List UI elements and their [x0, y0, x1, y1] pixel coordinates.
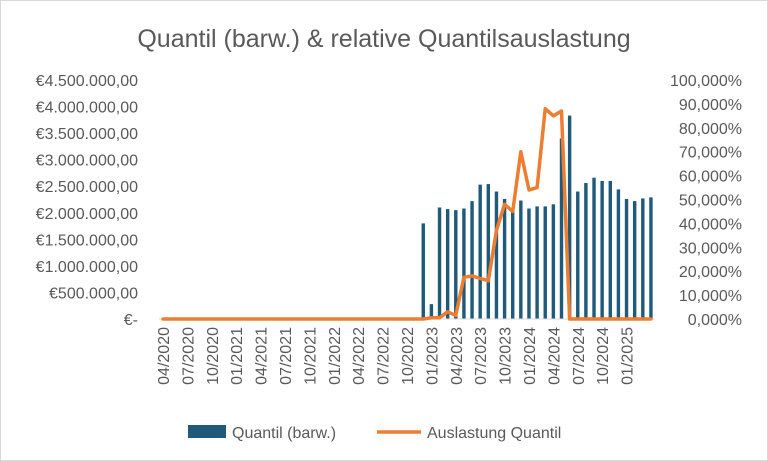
primary-axis-ticks: €- €500.000,00 €1.000.000,00 €1.500.000,00 €…	[36, 73, 138, 329]
bar	[608, 180, 612, 319]
bar	[559, 138, 564, 319]
bar	[486, 184, 491, 319]
y-tick-label-left: €3.000.000,00	[36, 153, 138, 170]
secondary-axis-ticks: 0,000% 10,000% 20,000% 30,000% 40,000% 50,000…	[670, 73, 742, 329]
x-tick-label: 10/2020	[205, 327, 222, 385]
bar	[567, 115, 572, 319]
x-tick-label: 07/2021	[278, 327, 295, 385]
x-tick-label: 04/2022	[351, 327, 368, 385]
bar	[462, 208, 466, 319]
bar	[641, 198, 645, 319]
bar	[502, 198, 507, 319]
y-tick-label-left: €2.500.000,00	[36, 179, 138, 196]
x-tick-label: 01/2024	[522, 327, 539, 385]
x-tick-label: 04/2023	[449, 327, 466, 385]
bar	[445, 209, 450, 319]
x-axis-ticks: 04/2020 07/2020 10/2020 01/2021 04/2021 07/20…	[156, 327, 636, 385]
x-tick-label: 07/2020	[181, 327, 198, 385]
bar	[535, 206, 539, 319]
bar	[624, 198, 629, 319]
bar	[600, 180, 604, 319]
x-tick-label: 01/2021	[229, 327, 246, 385]
x-tick-label: 01/2023	[424, 327, 441, 385]
y-tick-label-left: €3.500.000,00	[36, 126, 138, 143]
bar	[592, 177, 596, 319]
x-tick-label: 10/2022	[400, 327, 417, 385]
bar	[429, 304, 434, 319]
y-tick-label-left: €1.500.000,00	[36, 232, 138, 249]
y-tick-label-left: €4.500.000,00	[36, 73, 138, 90]
bar	[527, 208, 531, 319]
bar	[576, 191, 580, 319]
bar	[454, 210, 458, 319]
line-layer	[161, 106, 653, 321]
y-tick-label-right: 0,000%	[688, 312, 742, 329]
y-tick-label-left: €4.000.000,00	[36, 100, 138, 117]
bars-layer	[421, 115, 653, 319]
y-tick-label-right: 100,000%	[670, 73, 742, 90]
bar	[551, 204, 556, 319]
y-tick-label-right: 60,000%	[679, 169, 742, 186]
legend-swatch-bar	[188, 425, 226, 438]
bar	[511, 210, 515, 319]
y-tick-label-right: 90,000%	[679, 97, 742, 114]
y-tick-label-left: €1.000.000,00	[36, 259, 138, 276]
bar	[616, 189, 621, 319]
x-tick-label: 10/2024	[595, 327, 612, 385]
bar	[470, 201, 474, 319]
bar	[584, 183, 588, 319]
y-tick-label-left: €500.000,00	[49, 285, 138, 302]
y-tick-label-right: 30,000%	[679, 240, 742, 257]
y-tick-label-right: 70,000%	[679, 145, 742, 162]
y-tick-label-right: 80,000%	[679, 121, 742, 138]
y-tick-label-right: 10,000%	[679, 288, 742, 305]
y-tick-label-left: €2.000.000,00	[36, 206, 138, 223]
x-tick-label: 01/2022	[327, 327, 344, 385]
legend-label-line: Auslastung Quantil	[427, 425, 561, 442]
bar	[543, 206, 547, 319]
x-tick-label: 04/2024	[546, 327, 563, 385]
x-tick-label: 10/2021	[302, 327, 319, 385]
y-tick-label-right: 40,000%	[679, 216, 742, 233]
bar	[519, 200, 523, 319]
bar	[437, 207, 442, 319]
x-tick-label: 07/2022	[376, 327, 393, 385]
x-tick-label: 07/2024	[571, 327, 588, 385]
chart-title: Quantil (barw.) & relative Quantilsausla…	[137, 25, 630, 53]
y-tick-label-left: €-	[124, 312, 138, 329]
bar	[494, 191, 499, 319]
legend: Quantil (barw.) Auslastung Quantil	[188, 425, 561, 442]
bar	[632, 201, 637, 319]
y-tick-label-right: 20,000%	[679, 264, 742, 281]
x-tick-label: 04/2021	[254, 327, 271, 385]
bar	[649, 197, 653, 319]
bar	[421, 223, 425, 319]
y-tick-label-right: 50,000%	[679, 193, 742, 210]
bar	[478, 184, 482, 319]
x-tick-label: 07/2023	[473, 327, 490, 385]
line-auslastung-quantil	[161, 106, 653, 321]
legend-label-bar: Quantil (barw.)	[232, 425, 336, 442]
x-tick-label: 01/2025	[620, 327, 637, 385]
x-tick-label: 04/2020	[156, 327, 173, 385]
x-tick-label: 10/2023	[498, 327, 515, 385]
